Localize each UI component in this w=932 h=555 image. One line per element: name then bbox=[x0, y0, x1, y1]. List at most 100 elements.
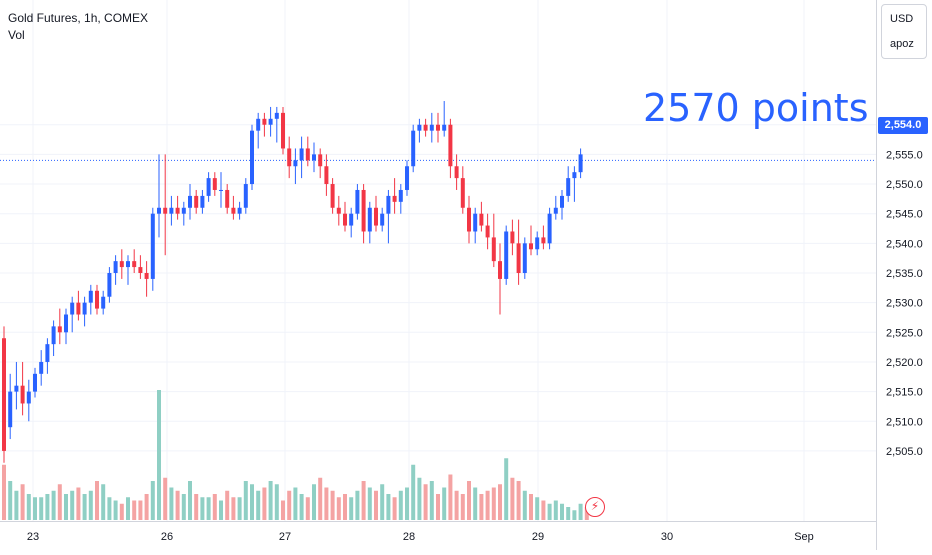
volume-bar bbox=[479, 494, 484, 520]
candle-body bbox=[212, 178, 217, 190]
time-tick-label: 26 bbox=[161, 531, 173, 543]
volume-bar bbox=[175, 490, 180, 520]
volume-bar bbox=[343, 494, 347, 520]
volume-bar bbox=[398, 490, 403, 520]
candle-body bbox=[473, 213, 478, 232]
candle-body bbox=[57, 326, 62, 333]
candle-body bbox=[26, 391, 31, 404]
volume-bar bbox=[144, 494, 149, 520]
time-tick-label: 27 bbox=[279, 531, 291, 543]
candle-body bbox=[181, 207, 186, 214]
candle-body bbox=[194, 195, 199, 208]
price-axis-panel[interactable] bbox=[876, 0, 932, 550]
candle-body bbox=[150, 213, 155, 279]
volume-bar bbox=[330, 490, 335, 520]
candle-body bbox=[411, 130, 416, 167]
volume-bar bbox=[138, 500, 143, 520]
candle-body bbox=[553, 207, 558, 214]
volume-bar bbox=[8, 481, 13, 520]
volume-bar bbox=[436, 494, 440, 520]
volume-bar bbox=[349, 497, 354, 520]
candle-body bbox=[312, 154, 316, 161]
time-tick-label: 28 bbox=[403, 531, 415, 543]
volume-bar bbox=[82, 494, 87, 520]
volume-bar bbox=[560, 503, 564, 520]
candle-body bbox=[578, 154, 583, 173]
volume-bar bbox=[219, 500, 223, 520]
volume-bar bbox=[256, 490, 261, 520]
currency-selector[interactable]: USD apoz bbox=[881, 4, 927, 59]
candle-body bbox=[8, 391, 13, 428]
volume-bar bbox=[522, 490, 527, 520]
volume-bar bbox=[324, 487, 329, 520]
volume-bar bbox=[504, 458, 509, 520]
annotation-text: 2570 points bbox=[643, 86, 869, 130]
volume-bar bbox=[14, 490, 19, 520]
candle-body bbox=[516, 243, 521, 273]
volume-bar bbox=[231, 497, 236, 520]
candle-body bbox=[20, 385, 25, 404]
lightning-icon[interactable]: ⚡ bbox=[585, 497, 605, 517]
candle-body bbox=[367, 207, 372, 232]
candle-body bbox=[467, 207, 471, 232]
volume-bar bbox=[448, 474, 453, 520]
candle-body bbox=[398, 189, 403, 202]
candle-body bbox=[119, 261, 124, 268]
volume-bar bbox=[467, 481, 471, 520]
volume-bar bbox=[429, 481, 434, 520]
candle-body bbox=[535, 237, 540, 250]
candle-body bbox=[219, 189, 223, 191]
candle-body bbox=[572, 172, 577, 179]
time-tick-label: 23 bbox=[27, 531, 39, 543]
volume-bar bbox=[553, 500, 558, 520]
candle-body bbox=[405, 166, 409, 190]
price-tick-label: 2,545.0 bbox=[886, 209, 923, 221]
volume-bar bbox=[547, 503, 552, 520]
volume-bar bbox=[498, 484, 502, 520]
candle-body bbox=[330, 184, 335, 208]
candle-body bbox=[163, 207, 168, 214]
chart-legend: Gold Futures, 1h, COMEX Vol bbox=[8, 10, 148, 44]
volume-bar bbox=[367, 487, 372, 520]
candle-body bbox=[560, 195, 564, 208]
price-tick-label: 2,525.0 bbox=[886, 327, 923, 339]
price-tick-label: 2,530.0 bbox=[886, 298, 923, 310]
volume-bar bbox=[460, 494, 465, 520]
candle-body bbox=[144, 273, 149, 279]
candle-body bbox=[485, 225, 490, 238]
volume-bar bbox=[287, 490, 292, 520]
candle-body bbox=[262, 118, 267, 125]
volume-bar bbox=[318, 477, 323, 520]
candle-body bbox=[231, 207, 236, 214]
candle-body bbox=[132, 261, 137, 268]
candle-body bbox=[169, 207, 174, 214]
volume-bar bbox=[491, 487, 496, 520]
volume-bar bbox=[380, 484, 385, 520]
candle-body bbox=[293, 160, 298, 167]
candle-body bbox=[95, 290, 99, 309]
price-tick-label: 2,520.0 bbox=[886, 357, 923, 369]
volume-bar bbox=[312, 484, 316, 520]
candle-body bbox=[343, 213, 347, 226]
volume-bar bbox=[516, 481, 521, 520]
candle-body bbox=[225, 189, 230, 208]
volume-bar bbox=[417, 477, 422, 520]
candle-body bbox=[64, 314, 68, 333]
time-tick-label: Sep bbox=[794, 531, 814, 543]
volume-bar bbox=[163, 477, 168, 520]
candle-body bbox=[113, 261, 118, 273]
candle-body bbox=[281, 112, 285, 149]
time-tick-label: 30 bbox=[661, 531, 673, 543]
volume-bar bbox=[392, 497, 397, 520]
candle-body bbox=[386, 195, 391, 214]
price-tick-label: 2,510.0 bbox=[886, 416, 923, 428]
volume-bar bbox=[510, 477, 515, 520]
candle-body bbox=[243, 184, 248, 208]
volume-bar bbox=[95, 481, 99, 520]
candle-body bbox=[417, 124, 422, 131]
candle-body bbox=[175, 207, 180, 214]
volume-bar bbox=[200, 497, 205, 520]
candle-body bbox=[429, 124, 434, 131]
